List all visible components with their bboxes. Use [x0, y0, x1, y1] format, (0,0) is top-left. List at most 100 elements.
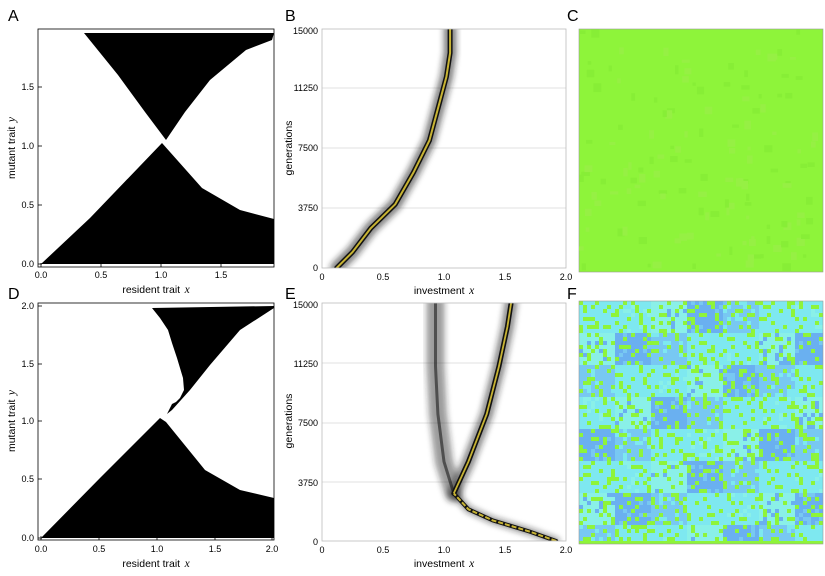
lattice-cell [815, 349, 819, 353]
lattice-speckle [741, 180, 748, 190]
lattice-cell [711, 353, 715, 357]
lattice-cell [707, 337, 711, 341]
lattice-cell [611, 493, 615, 497]
lattice-cell [623, 517, 627, 521]
lattice-cell [715, 393, 719, 397]
lattice-cell [719, 397, 723, 401]
lattice-cell [659, 429, 663, 433]
lattice-cell [635, 353, 639, 357]
lattice-cell [783, 329, 787, 333]
lattice-cell [811, 329, 815, 333]
lattice-cell [687, 373, 691, 377]
lattice-cell [791, 321, 795, 325]
lattice-cell [603, 473, 607, 477]
lattice-speckle [662, 110, 667, 118]
lattice-cell [591, 357, 595, 361]
lattice-cell [579, 381, 583, 385]
lattice-cell [579, 369, 583, 373]
lattice-cell [699, 377, 703, 381]
lattice-cell [631, 529, 635, 533]
lattice-cell [623, 449, 627, 453]
lattice-cell [619, 429, 623, 433]
lattice-cell [679, 493, 683, 497]
lattice-cell [599, 525, 603, 529]
lattice-cell [595, 441, 599, 445]
lattice-cell [675, 401, 679, 405]
lattice-cell [723, 309, 727, 313]
lattice-cell [683, 305, 687, 309]
lattice-cell [679, 313, 683, 317]
lattice-cell [751, 501, 755, 505]
lattice-cell [595, 353, 599, 357]
lattice-cell [727, 309, 731, 313]
lattice-cell [727, 429, 731, 433]
lattice-cell [811, 441, 815, 445]
lattice-cell [795, 337, 799, 341]
lattice-cell [799, 501, 803, 505]
lattice-cell [767, 361, 771, 365]
lattice-cell [747, 409, 751, 413]
lattice-cell [799, 381, 803, 385]
lattice-cell [735, 349, 739, 353]
lattice-cell [695, 389, 699, 393]
lattice-cell [583, 529, 587, 533]
lattice-cell [611, 301, 615, 305]
plot-frame [321, 28, 567, 269]
lattice-cell [639, 441, 643, 445]
lattice-cell [735, 425, 739, 429]
lattice-cell [615, 517, 619, 521]
lattice-cell [599, 485, 603, 489]
lattice-cell [595, 413, 599, 417]
lattice-cell [667, 489, 671, 493]
lattice-cell [615, 329, 619, 333]
lattice-cell [679, 337, 683, 341]
lattice-cell [711, 501, 715, 505]
lattice-cell [679, 377, 683, 381]
lattice-cell [707, 537, 711, 541]
lattice-cell [639, 501, 643, 505]
lattice-cell [775, 477, 779, 481]
lattice-cell [619, 445, 623, 449]
lattice-cell [611, 333, 615, 337]
lattice-speckle [795, 76, 803, 80]
lattice-cell [643, 473, 647, 477]
lattice-cell [611, 513, 615, 517]
lattice-cell [787, 365, 791, 369]
lattice-cell [727, 425, 731, 429]
lattice-cell [619, 489, 623, 493]
lattice-cell [767, 493, 771, 497]
lattice-cell [763, 533, 767, 537]
lattice-cell [595, 457, 599, 461]
lattice-cell [815, 389, 819, 393]
lattice-cell [591, 365, 595, 369]
lattice-cell [743, 461, 747, 465]
lattice-cell [799, 485, 803, 489]
lattice-cell [675, 505, 679, 509]
lattice-cell [727, 461, 731, 465]
lattice-cell [671, 389, 675, 393]
lattice-cell [699, 305, 703, 309]
lattice-cell [751, 413, 755, 417]
lattice-cell [635, 345, 639, 349]
lattice-cell [627, 357, 631, 361]
lattice-speckle [698, 191, 707, 197]
lattice-cell [683, 389, 687, 393]
lattice-speckle [710, 211, 720, 217]
lattice-cell [719, 485, 723, 489]
lattice-cell [775, 417, 779, 421]
y-tick-label: 1.0 [21, 416, 34, 426]
lattice-cell [763, 441, 767, 445]
lattice-cell [639, 349, 643, 353]
lattice-cell [743, 449, 747, 453]
lattice-cell [587, 497, 591, 501]
lattice-cell [607, 525, 611, 529]
lattice-cell [715, 397, 719, 401]
lattice-cell [819, 413, 823, 417]
lattice-cell [783, 453, 787, 457]
lattice-cell [695, 381, 699, 385]
lattice-cell [795, 481, 799, 485]
lattice-cell [727, 481, 731, 485]
lattice-cell [579, 437, 583, 441]
lattice-cell [739, 365, 743, 369]
lattice-cell [783, 401, 787, 405]
